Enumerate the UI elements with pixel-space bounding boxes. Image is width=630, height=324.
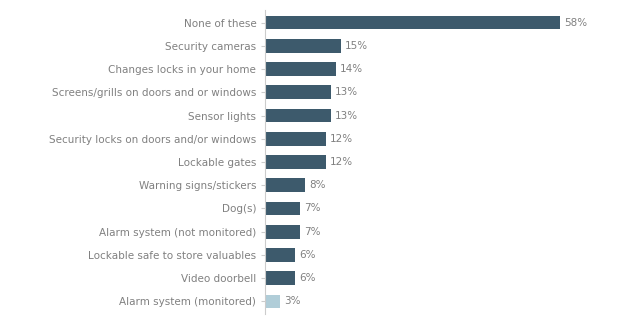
Text: 15%: 15% (345, 41, 369, 51)
Text: 58%: 58% (564, 17, 587, 28)
Text: 14%: 14% (340, 64, 363, 74)
Bar (265, 62, 336, 76)
Text: 8%: 8% (309, 180, 326, 190)
Text: 6%: 6% (299, 273, 316, 283)
Text: 7%: 7% (304, 203, 321, 214)
Text: 6%: 6% (299, 250, 316, 260)
Text: 13%: 13% (335, 110, 358, 121)
Bar (265, 295, 280, 308)
Text: 7%: 7% (304, 227, 321, 237)
Text: 12%: 12% (330, 134, 353, 144)
Bar (265, 202, 301, 215)
Bar (265, 39, 341, 53)
Text: 3%: 3% (284, 296, 301, 307)
Bar (265, 271, 295, 285)
Bar (265, 178, 306, 192)
Bar (265, 155, 326, 169)
Bar (265, 85, 331, 99)
Bar (265, 16, 560, 29)
Text: 12%: 12% (330, 157, 353, 167)
Bar (265, 109, 331, 122)
Bar (265, 132, 326, 146)
Bar (265, 225, 301, 239)
Text: 13%: 13% (335, 87, 358, 97)
Bar (265, 248, 295, 262)
